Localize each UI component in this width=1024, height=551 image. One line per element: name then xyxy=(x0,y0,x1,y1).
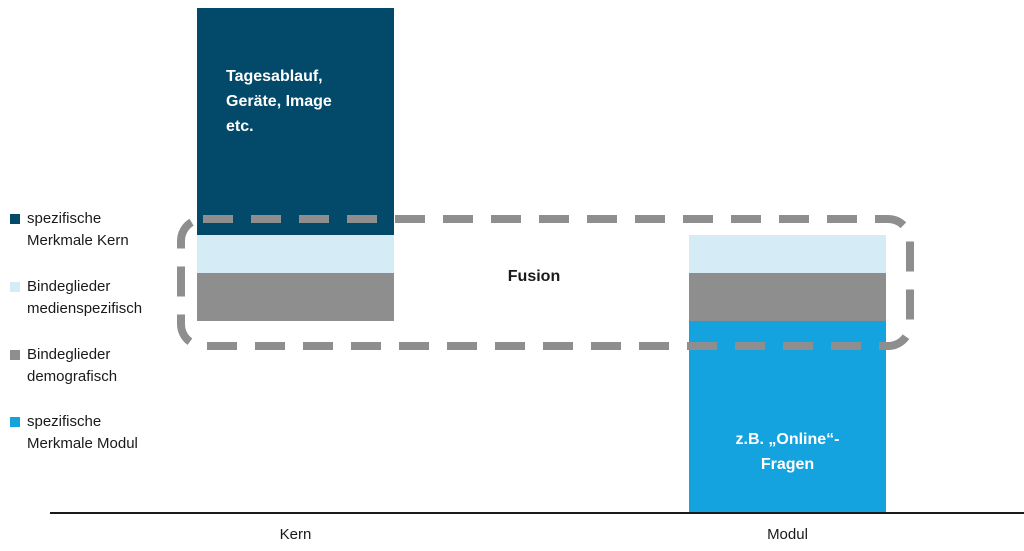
fusion-label: Fusion xyxy=(507,268,561,285)
kern-block-text: Tagesablauf, Geräte, Image etc. xyxy=(226,68,332,135)
legend-label-kern: spezifische Merkmale Kern xyxy=(27,210,129,249)
kern-specific-block xyxy=(197,8,394,235)
legend-item-medienspezifisch: Bindeglieder medienspezifisch xyxy=(10,276,142,320)
axis-label-modul: Modul xyxy=(767,526,808,543)
modul-specific-block xyxy=(689,321,886,513)
legend-label-medienspezifisch: Bindeglieder medienspezifisch xyxy=(27,278,143,317)
modul-demografisch-block xyxy=(689,273,886,321)
legend-swatch-kern xyxy=(10,214,20,224)
baseline-axis xyxy=(50,512,1024,514)
legend-label-modul: spezifische Merkmale Modul xyxy=(27,413,138,452)
legend-swatch-medienspezifisch xyxy=(10,282,20,292)
legend-swatch-modul xyxy=(10,417,20,427)
legend-item-kern: spezifische Merkmale Kern xyxy=(10,208,129,252)
modul-block-text: z.B. „Online“- Fragen xyxy=(735,431,840,473)
modul-medienspezifisch-block xyxy=(689,235,886,273)
kern-demografisch-block xyxy=(197,273,394,321)
axis-label-kern: Kern xyxy=(279,526,312,543)
kern-medienspezifisch-block xyxy=(197,235,394,273)
legend-label-demografisch: Bindeglieder demografisch xyxy=(27,346,118,385)
legend-swatch-demografisch xyxy=(10,350,20,360)
legend-item-modul: spezifische Merkmale Modul xyxy=(10,411,138,455)
legend-item-demografisch: Bindeglieder demografisch xyxy=(10,344,117,388)
